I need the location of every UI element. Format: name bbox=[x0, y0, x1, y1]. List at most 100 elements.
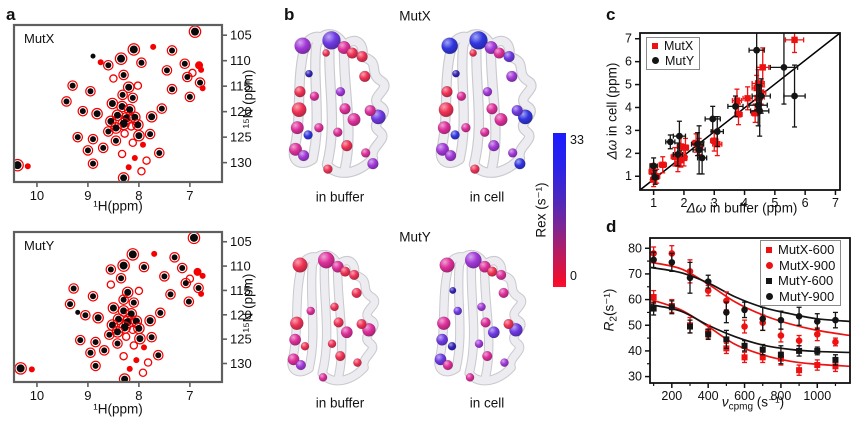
svg-text:7: 7 bbox=[186, 188, 193, 203]
series-muty-600 bbox=[650, 300, 839, 366]
svg-text:50: 50 bbox=[628, 318, 642, 332]
b-label-buffer-1: in buffer bbox=[315, 189, 365, 205]
legend-label-mutx600: MutX-600 bbox=[778, 242, 835, 258]
legend-label-mutx900: MutX-900 bbox=[779, 257, 836, 273]
spectrum-mutx-label: MutX bbox=[24, 31, 55, 46]
d-ylabel: R2(s⁻¹) bbox=[601, 288, 620, 332]
b-title-mutx: MutX bbox=[399, 8, 431, 24]
spectrum1-xlabel: ¹H(ppm) bbox=[93, 198, 143, 214]
colorbar-max: 33 bbox=[570, 133, 584, 147]
svg-text:5: 5 bbox=[625, 78, 632, 92]
structure-muty-in-buffer bbox=[288, 252, 376, 382]
legend-label-muty: MutY bbox=[665, 53, 695, 68]
svg-text:1000: 1000 bbox=[803, 389, 831, 403]
legend-item-mutx900: MutX-900 bbox=[766, 258, 835, 274]
svg-text:8: 8 bbox=[135, 188, 142, 203]
svg-text:120: 120 bbox=[230, 307, 252, 322]
spectrum-muty-label: MutY bbox=[24, 238, 55, 253]
panel-c-plot: 1 2 3 4 5 6 7 1 2 3 4 5 6 7 bbox=[625, 32, 841, 210]
svg-text:4: 4 bbox=[625, 100, 632, 114]
svg-text:200: 200 bbox=[661, 389, 682, 403]
c-xlabel: Δω in buffer (ppm) bbox=[687, 201, 798, 215]
svg-text:70: 70 bbox=[628, 267, 642, 281]
mutx-square-icon bbox=[652, 43, 658, 50]
spectrum-mutx: 10 9 8 7 105 110 115 120 125 130 bbox=[12, 23, 252, 203]
d-xlabel-nu: ν bbox=[721, 394, 729, 410]
muty900-circle-icon bbox=[766, 292, 773, 300]
c-ylabel: Δω in cell (ppm) bbox=[604, 62, 620, 160]
muty-circle-icon bbox=[652, 57, 659, 65]
d-xlabel-sub: cpmg bbox=[728, 401, 754, 413]
c-ylabel-rest: in cell (ppm) bbox=[604, 62, 620, 140]
svg-text:800: 800 bbox=[770, 389, 791, 403]
svg-text:115: 115 bbox=[230, 79, 251, 94]
svg-text:1: 1 bbox=[650, 196, 657, 210]
d-ylabel-R: R bbox=[601, 321, 617, 332]
svg-text:2: 2 bbox=[680, 196, 687, 210]
legend-item-muty600: MutY-600 bbox=[766, 273, 835, 289]
svg-text:6: 6 bbox=[802, 196, 809, 210]
svg-text:6: 6 bbox=[625, 55, 632, 69]
svg-text:120: 120 bbox=[230, 104, 252, 119]
b-label-buffer-2: in buffer bbox=[315, 395, 365, 411]
panel-a-letter: a bbox=[6, 5, 16, 24]
mutx900-circle-icon bbox=[766, 261, 773, 269]
svg-text:7: 7 bbox=[186, 388, 193, 403]
svg-text:105: 105 bbox=[230, 28, 252, 43]
svg-text:1: 1 bbox=[625, 169, 632, 183]
svg-text:30: 30 bbox=[628, 370, 642, 384]
series-muty bbox=[649, 33, 806, 185]
spectrum2-xlabel: ¹H(ppm) bbox=[93, 401, 143, 417]
b-title-muty: MutY bbox=[399, 229, 431, 245]
spectrum2-ylabel: ¹⁵N (ppm) bbox=[240, 273, 256, 333]
c-xlabel-rest: in buffer (ppm) bbox=[706, 200, 798, 216]
structure-mutx-in-buffer bbox=[289, 31, 385, 173]
d-ylabel-unit: (s⁻¹) bbox=[601, 288, 617, 317]
b-label-cell-1: in cell bbox=[469, 189, 505, 205]
svg-text:10: 10 bbox=[30, 388, 44, 403]
legend-item-muty: MutY bbox=[652, 54, 694, 69]
svg-text:110: 110 bbox=[230, 53, 251, 68]
muty600-square-icon bbox=[766, 277, 772, 284]
svg-text:3: 3 bbox=[711, 196, 718, 210]
legend-item-mutx: MutX bbox=[652, 39, 694, 54]
legend-label-muty600: MutY-600 bbox=[778, 273, 834, 289]
panel-c-letter: c bbox=[606, 5, 616, 24]
panel-c-legend: MutX MutY bbox=[646, 37, 701, 70]
panel-d-legend: MutX-600 MutX-900 MutY-600 MutY-900 bbox=[760, 240, 842, 306]
colorbar-min: 0 bbox=[570, 269, 577, 283]
svg-text:2: 2 bbox=[625, 146, 632, 160]
svg-text:105: 105 bbox=[230, 234, 252, 249]
svg-text:130: 130 bbox=[230, 155, 252, 170]
svg-text:3: 3 bbox=[625, 123, 632, 137]
mutx600-square-icon bbox=[766, 246, 772, 253]
legend-item-muty900: MutY-900 bbox=[766, 289, 835, 305]
structure-muty-in-cell bbox=[435, 252, 523, 382]
svg-text:115: 115 bbox=[230, 283, 251, 298]
c-ylabel-symbol: Δω bbox=[604, 139, 620, 160]
svg-text:130: 130 bbox=[230, 356, 252, 371]
svg-text:400: 400 bbox=[698, 389, 719, 403]
svg-text:110: 110 bbox=[230, 259, 251, 274]
panel-d-plot: 200 400 600 800 1000 30 40 50 60 70 80 bbox=[628, 237, 851, 403]
spectrum1-ylabel: ¹⁵N (ppm) bbox=[240, 69, 256, 129]
d-ylabel-sub: 2 bbox=[608, 316, 620, 322]
svg-text:600: 600 bbox=[734, 389, 755, 403]
fit-muty-600 bbox=[650, 303, 851, 354]
svg-text:60: 60 bbox=[628, 293, 642, 307]
d-xlabel-unit: (s⁻¹) bbox=[753, 394, 785, 410]
colorbar-label: Rex (s⁻¹) bbox=[533, 182, 549, 238]
svg-text:7: 7 bbox=[832, 196, 839, 210]
structure-mutx-in-cell bbox=[436, 31, 532, 173]
svg-text:40: 40 bbox=[628, 344, 642, 358]
legend-label-mutx: MutX bbox=[664, 39, 694, 54]
fit-muty-900 bbox=[650, 266, 851, 323]
svg-text:125: 125 bbox=[230, 332, 252, 347]
panel-d-letter: d bbox=[606, 217, 617, 236]
svg-text:9: 9 bbox=[84, 188, 91, 203]
svg-text:125: 125 bbox=[230, 130, 252, 145]
svg-text:4: 4 bbox=[741, 196, 748, 210]
svg-text:5: 5 bbox=[771, 196, 778, 210]
